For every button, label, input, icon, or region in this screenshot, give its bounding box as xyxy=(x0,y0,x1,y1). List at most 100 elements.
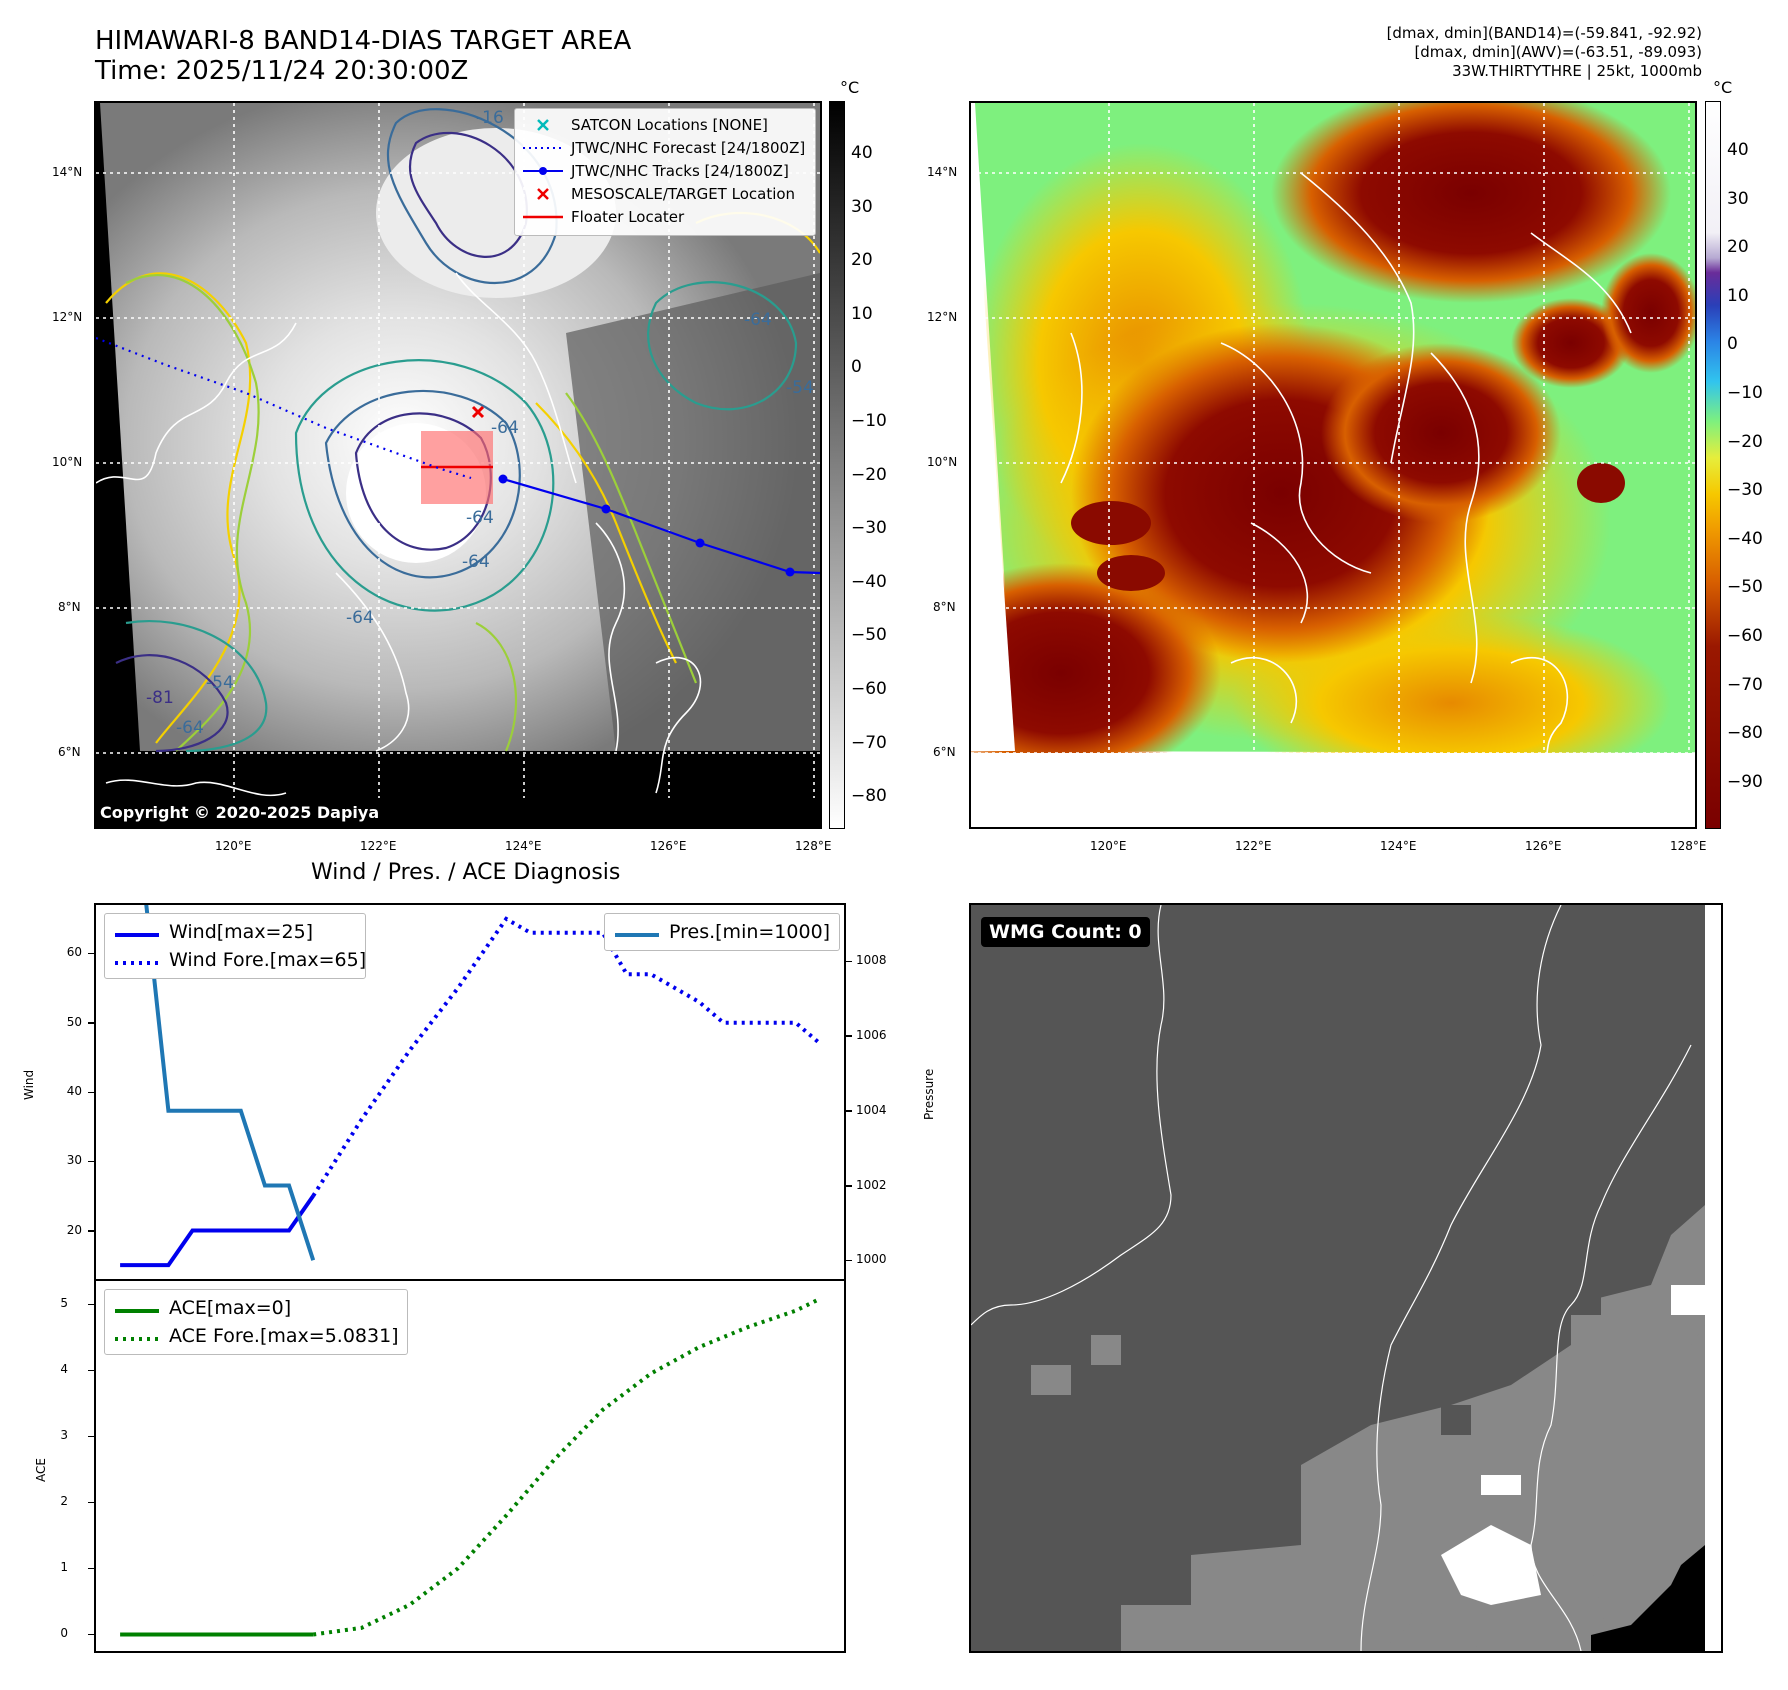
ir-colorbar-tick: 20 xyxy=(851,250,873,271)
ir-colorbar-tick: 30 xyxy=(851,196,873,217)
color-map-panel xyxy=(969,101,1697,829)
legend-satcon: SATCON Locations [NONE] xyxy=(523,113,807,136)
ace-chart: ACE[max=0] ACE Fore.[max=5.0831] xyxy=(94,1279,846,1653)
lon-label: 122°E xyxy=(360,839,397,853)
legend-ace: ACE[max=0] xyxy=(115,1297,292,1319)
ir-colorbar-tick: −30 xyxy=(851,518,887,539)
ir-colorbar-tick: −70 xyxy=(851,732,887,753)
color-colorbar xyxy=(1705,101,1721,829)
wind-ytick-mark xyxy=(88,1022,94,1024)
wind-ytick: 20 xyxy=(66,1222,82,1237)
lat-label: 12°N xyxy=(927,310,958,324)
ace-ytick: 2 xyxy=(60,1494,68,1509)
wind-ytick-mark xyxy=(88,1160,94,1163)
legend-tracks: JTWC/NHC Tracks [24/1800Z] xyxy=(523,159,807,182)
ace-ytick-mark xyxy=(88,1303,94,1306)
target-location-marker xyxy=(471,405,485,419)
wind-ytick: 40 xyxy=(66,1084,82,1098)
pressure-ytick-mark xyxy=(846,1035,852,1037)
lat-label: 14°N xyxy=(927,165,958,179)
lon-label: 126°E xyxy=(1525,839,1562,853)
wind-ytick: 60 xyxy=(66,945,82,960)
color-colorbar-unit: °C xyxy=(1713,78,1733,97)
info-storm: 33W.THIRTYTHRE | 25kt, 1000mb xyxy=(1452,62,1702,80)
contour-label: -54 xyxy=(786,378,814,398)
time-label: Time: 2025/11/24 20:30:00Z xyxy=(95,56,469,86)
legend-forecast: JTWC/NHC Forecast [24/1800Z] xyxy=(523,138,806,157)
ir-map-panel: -16 -64 -64 -54 -64 -64 -64 -81 -54 -64 xyxy=(94,101,822,829)
ace-ytick: 0 xyxy=(60,1626,68,1641)
lat-label: 14°N xyxy=(52,165,83,179)
wind-ytick-mark xyxy=(88,1091,94,1093)
diagnosis-title: Wind / Pres. / ACE Diagnosis xyxy=(311,860,621,885)
ir-colorbar-tick: −20 xyxy=(851,464,887,485)
series-line-wind-fore-max-65- xyxy=(311,916,822,1197)
legend-wind-fore: Wind Fore.[max=65] xyxy=(115,949,367,971)
track-point xyxy=(601,504,611,514)
contour-label: -64 xyxy=(466,508,494,528)
ace-ytick: 5 xyxy=(60,1296,68,1311)
lon-label: 126°E xyxy=(650,839,687,853)
color-colorbar-tick: −90 xyxy=(1727,771,1763,792)
contour-label: -64 xyxy=(744,310,772,330)
legend-pressure: Pres.[min=1000] xyxy=(615,921,831,943)
lat-label: 10°N xyxy=(927,455,958,469)
ace-ylabel: ACE xyxy=(34,1458,48,1482)
ir-colorbar-tick: −40 xyxy=(851,571,887,592)
track-point xyxy=(498,474,508,484)
ir-colorbar-tick: −60 xyxy=(851,679,887,699)
wind-pressure-chart: Wind[max=25] Wind Fore.[max=65] Pres.[mi… xyxy=(94,903,846,1281)
lat-label: 6°N xyxy=(58,745,81,759)
ir-colorbar-tick: −50 xyxy=(851,625,887,646)
color-colorbar-tick: −70 xyxy=(1727,674,1763,695)
ace-ytick-mark xyxy=(88,1501,94,1504)
wmg-svg xyxy=(971,905,1721,1651)
color-map-svg xyxy=(971,103,1695,827)
lon-label: 128°E xyxy=(1670,839,1707,853)
wmg-panel: WMG Count: 0 xyxy=(969,903,1723,1653)
color-colorbar-tick: 10 xyxy=(1727,285,1749,306)
info-awv: [dmax, dmin](AWV)=(-63.51, -89.093) xyxy=(1414,43,1702,61)
pressure-ylabel: Pressure xyxy=(922,1068,936,1120)
pressure-ytick-mark xyxy=(846,960,852,963)
contour-label: -64 xyxy=(176,718,204,738)
wind-ytick-mark xyxy=(88,1230,94,1232)
lat-label: 10°N xyxy=(52,455,83,469)
pressure-ytick: 1006 xyxy=(856,1027,887,1042)
pressure-legend: Pres.[min=1000] xyxy=(604,913,840,951)
lat-label: 8°N xyxy=(933,600,956,614)
lat-label: 6°N xyxy=(933,745,956,759)
series-line-wind-max-25- xyxy=(120,1194,315,1268)
ir-colorbar-tick: 40 xyxy=(851,143,873,163)
color-colorbar-tick: −80 xyxy=(1727,723,1763,744)
lon-label: 128°E xyxy=(795,839,832,853)
contour-label: -16 xyxy=(476,108,504,128)
contour-label: -54 xyxy=(206,673,234,693)
track-point xyxy=(695,538,705,548)
wind-ytick: 30 xyxy=(66,1153,82,1168)
contour-label: -81 xyxy=(146,688,174,708)
lon-label: 124°E xyxy=(1380,839,1417,853)
series-line-ace-fore-max-5-0831- xyxy=(312,1297,821,1637)
ir-colorbar-tick: −80 xyxy=(851,786,887,807)
wind-legend: Wind[max=25] Wind Fore.[max=65] xyxy=(104,913,366,979)
color-colorbar-tick: −30 xyxy=(1727,480,1763,501)
contour-label: -64 xyxy=(462,552,490,572)
ace-ytick-mark xyxy=(88,1435,94,1438)
color-colorbar-tick: −60 xyxy=(1727,626,1763,646)
legend-wind: Wind[max=25] xyxy=(115,921,314,943)
lon-label: 122°E xyxy=(1235,839,1272,853)
pressure-ytick-mark xyxy=(846,1259,852,1262)
ir-colorbar-unit: °C xyxy=(840,78,860,97)
wmg-count-badge: WMG Count: 0 xyxy=(981,917,1150,947)
ace-ytick-mark xyxy=(88,1633,94,1636)
color-colorbar-tick: 20 xyxy=(1727,237,1749,258)
ace-ytick: 3 xyxy=(60,1428,68,1443)
lat-label: 8°N xyxy=(58,600,81,614)
info-band14: [dmax, dmin](BAND14)=(-59.841, -92.92) xyxy=(1386,24,1702,42)
ir-colorbar-tick: 10 xyxy=(851,303,873,324)
ace-ytick-mark xyxy=(88,1369,94,1372)
ace-legend: ACE[max=0] ACE Fore.[max=5.0831] xyxy=(104,1289,408,1355)
color-colorbar-tick: −20 xyxy=(1727,431,1763,452)
color-colorbar-tick: −50 xyxy=(1727,577,1763,598)
